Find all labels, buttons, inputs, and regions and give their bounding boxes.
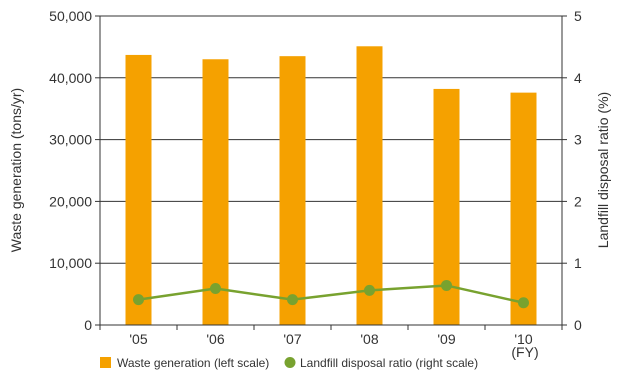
x-tick-label: '09 <box>437 331 455 347</box>
landfill-point-2 <box>287 294 298 306</box>
x-tick-label: '08 <box>360 331 378 347</box>
y-tick-label-right: 2 <box>574 193 582 209</box>
y-tick-label-left: 10,000 <box>49 255 92 271</box>
line-series <box>133 279 529 309</box>
x-tick-label: '05 <box>129 331 147 347</box>
legend-label-landfill: Landfill disposal ratio (right scale) <box>300 356 478 370</box>
y-tick-label-right: 5 <box>574 8 582 24</box>
landfill-line <box>138 284 524 304</box>
y-axis-right-title: Landfill disposal ratio (%) <box>595 92 611 248</box>
y-tick-label-left: 20,000 <box>49 193 92 209</box>
y-tick-label-right: 0 <box>574 317 582 333</box>
y-tick-label-left: 30,000 <box>49 132 92 148</box>
x-tick-label: '06 <box>206 331 224 347</box>
legend-label-waste: Waste generation (left scale) <box>117 356 269 370</box>
y-tick-label-right: 1 <box>574 255 582 271</box>
bar-5 <box>510 92 537 325</box>
x-tick-label: '07 <box>283 331 301 347</box>
gridlines <box>100 15 562 264</box>
y-tick-label-right: 4 <box>574 70 582 86</box>
legend-marker-landfill <box>284 357 296 368</box>
x-tick-label: '10 <box>514 331 532 347</box>
y-tick-label-right: 3 <box>574 132 582 148</box>
bar-3 <box>356 46 383 325</box>
axes <box>95 15 567 330</box>
y-tick-label-left: 50,000 <box>49 8 92 24</box>
landfill-point-1 <box>210 283 221 295</box>
landfill-point-4 <box>441 279 452 291</box>
bar-series <box>125 46 537 326</box>
tick-labels: 0 10,000 20,000 30,000 40,000 50,000 0 1 2 3 4 5 '05… <box>49 8 582 347</box>
x-axis-unit: (FY) <box>511 344 538 360</box>
legend: Waste generation (left scale) Landfill d… <box>100 356 478 370</box>
y-tick-label-left: 40,000 <box>49 70 92 86</box>
bar-2 <box>279 56 306 326</box>
legend-swatch-waste <box>100 357 111 368</box>
landfill-point-0 <box>133 294 144 306</box>
bar-1 <box>202 59 229 325</box>
y-axis-left-title: Waste generation (tons/yr) <box>8 88 24 252</box>
landfill-point-3 <box>364 284 375 296</box>
landfill-point-5 <box>518 297 529 309</box>
y-tick-label-left: 0 <box>84 317 92 333</box>
bar-0 <box>125 54 152 326</box>
